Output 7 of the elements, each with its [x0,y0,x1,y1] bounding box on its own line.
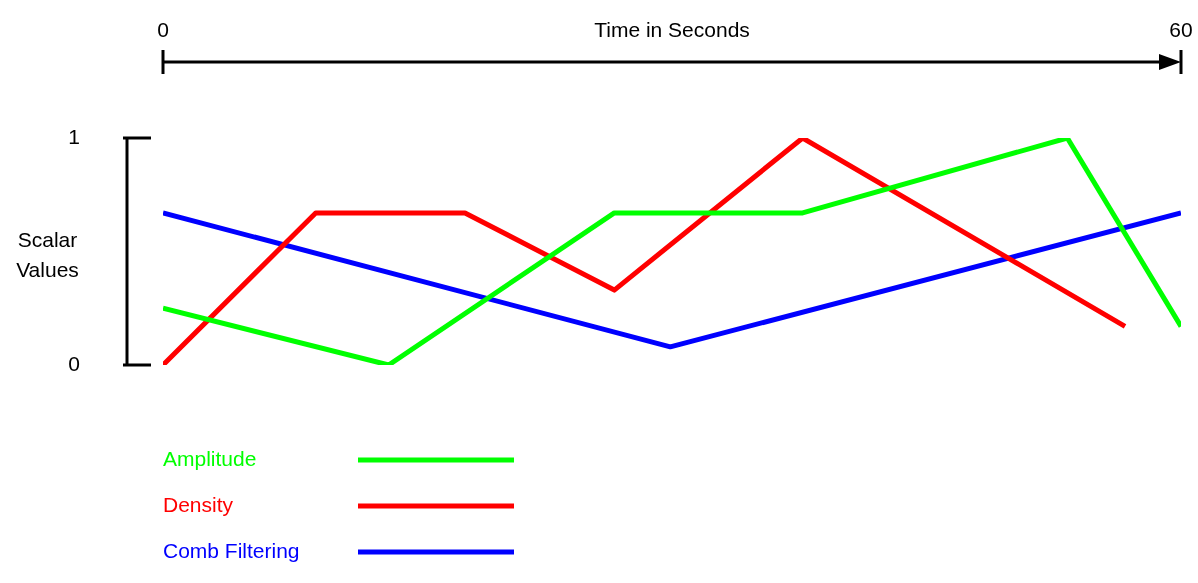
text: Comb Filtering [163,538,300,562]
y-axis-title: Scalar Values [15,227,80,283]
x-axis-title: Time in Seconds [594,18,750,41]
text: Amplitude [163,446,257,470]
text: Density [163,492,234,516]
x-tick-label: 60 [1169,18,1193,41]
y-tick-label: 1 [68,124,80,148]
